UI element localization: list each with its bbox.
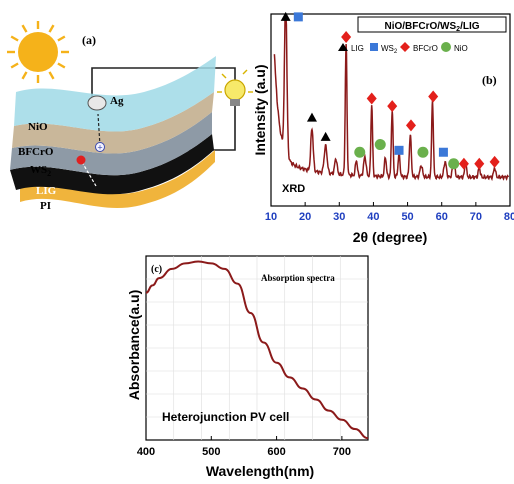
bfcro-layer [12, 92, 214, 154]
sun-ray [57, 35, 66, 42]
legend-nio-marker [441, 42, 451, 52]
xrd-peak-marker-diamond [341, 31, 352, 44]
xrd-peak-markers [280, 11, 500, 170]
xrd-title-box [357, 16, 507, 33]
legend-bfcro-label: BFCrO [413, 44, 438, 53]
abs-x-axis-label: Wavelength(nm) [206, 463, 314, 479]
hole-symbol: + [97, 143, 102, 153]
ws2-layer-label: WS2 [30, 164, 51, 178]
panel-a-label: (a) [82, 33, 96, 47]
xrd-x-ticks: 10 20 30 40 50 60 70 80 [265, 202, 514, 223]
lig-layer [10, 134, 214, 195]
sun-ray [10, 35, 19, 42]
panel-b-xrd-chart: 10 20 30 40 50 60 70 80 NiO/BFCrO/WS2/LIG LIG W… [252, 11, 514, 245]
pi-layer [20, 150, 215, 209]
xrd-peak-marker-diamond [489, 155, 500, 168]
panel-c-absorption-chart: 400 500 600 700 (c) Absorption spectra Hete… [126, 255, 369, 479]
xrd-x-tick-label: 30 [333, 211, 345, 223]
abs-x-tick-label: 500 [202, 446, 220, 458]
xrd-peak-marker-diamond [474, 157, 485, 170]
ws2-layer [10, 112, 212, 176]
light-bulb-icon [217, 69, 253, 106]
xrd-x-tick-label: 10 [265, 211, 277, 223]
abs-x-tick-label: 400 [137, 446, 155, 458]
legend-ws2-base: WS [381, 44, 394, 53]
xrd-annotation: XRD [282, 183, 305, 195]
xrd-title-part-1: NiO/BFCrO/WS [384, 21, 456, 32]
abs-chart-title: Absorption spectra [261, 273, 335, 283]
legend-lig-marker [338, 43, 348, 51]
abs-annotation: Heterojunction PV cell [162, 410, 289, 424]
xrd-peak-marker-triangle [320, 131, 331, 141]
xrd-x-tick-label: 50 [401, 211, 413, 223]
xrd-x-axis-label: 2θ (degree) [353, 229, 427, 245]
xrd-legend: LIG WS2 BFCrO NiO [338, 42, 468, 55]
xrd-peak-marker-circle [417, 146, 429, 158]
abs-grid [146, 256, 368, 440]
xrd-peak-marker-triangle [306, 112, 317, 122]
xrd-x-tick-label: 60 [436, 211, 448, 223]
abs-series-line [145, 260, 369, 440]
legend-bfcro-marker [400, 42, 410, 52]
xrd-peak-marker-diamond [366, 92, 377, 105]
hole-carrier [95, 142, 105, 152]
nio-layer [14, 56, 216, 132]
xrd-title-part-2: /LIG [460, 21, 480, 32]
hole-path-arrow [97, 113, 101, 147]
xrd-series-line [273, 17, 510, 182]
legend-ws2-label: WS2 [381, 44, 398, 55]
xrd-peak-marker-diamond [405, 119, 416, 132]
sun-icon [7, 21, 69, 83]
xrd-peak-marker-circle [354, 146, 366, 158]
xrd-peak-marker-circle [374, 139, 386, 151]
ag-label: Ag [110, 95, 124, 107]
xrd-peak-marker-circle [448, 158, 460, 170]
xrd-peak-marker-diamond [458, 157, 469, 170]
ws2-label-subscript: 2 [47, 169, 51, 178]
legend-lig-label: LIG [351, 44, 364, 53]
pi-layer-label: PI [40, 200, 51, 212]
xrd-peak-marker-square [438, 147, 448, 157]
xrd-peak-marker-diamond [428, 90, 439, 103]
sun-ray [48, 71, 55, 80]
xrd-x-tick-label: 20 [299, 211, 311, 223]
sun-ray [48, 24, 55, 33]
abs-x-tick-label: 600 [267, 446, 285, 458]
ws2-label-base: WS [30, 164, 47, 176]
xrd-x-tick-label: 40 [367, 211, 379, 223]
sun-ray [57, 62, 66, 69]
legend-nio-label: NiO [454, 44, 468, 53]
abs-x-ticks: 400 500 600 700 [137, 436, 351, 458]
xrd-x-tick-label: 80 [504, 211, 514, 223]
legend-ws2-subscript: 2 [394, 49, 398, 55]
xrd-peak-marker-square [394, 145, 404, 155]
sun-ray [21, 24, 28, 33]
lig-layer-label: LIG [36, 185, 57, 197]
xrd-title-subscript: 2 [456, 26, 460, 33]
sun-ray [10, 62, 19, 69]
xrd-peak-marker-triangle [280, 11, 291, 21]
xrd-peak-marker-square [293, 12, 303, 22]
xrd-y-axis-label: Intensity (a.u) [252, 64, 268, 155]
xrd-title: NiO/BFCrO/WS2/LIG [384, 21, 479, 33]
panel-b-label: (b) [482, 73, 497, 87]
electron-carrier [76, 155, 86, 165]
panel-a-schematic: + (a) Ag NiO BFCrO WS2 LIG PI [7, 21, 253, 212]
ag-electrode [87, 95, 107, 111]
nio-layer-label: NiO [28, 121, 48, 133]
legend-ws2-marker [370, 43, 378, 51]
abs-x-tick-label: 700 [333, 446, 351, 458]
sun-ray [21, 71, 28, 80]
abs-y-axis-label: Absorbance(a.u) [126, 290, 142, 400]
xrd-peak-marker-diamond [387, 100, 398, 113]
panel-c-label: (c) [151, 264, 162, 275]
xrd-x-tick-label: 70 [470, 211, 482, 223]
bfcro-layer-label: BFCrO [18, 146, 54, 158]
